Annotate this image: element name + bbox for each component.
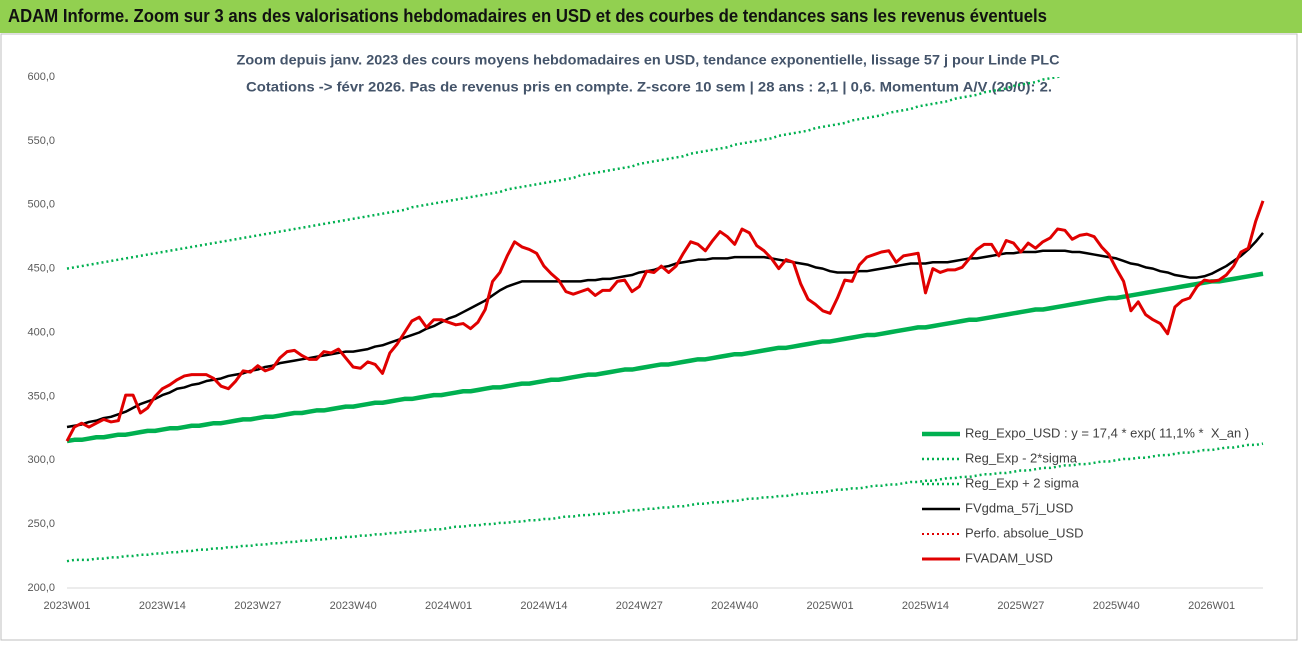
legend-label: Reg_Exp + 2 sigma	[965, 475, 1080, 490]
x-tick-label: 2025W01	[807, 600, 854, 612]
x-tick-label: 2023W01	[43, 600, 90, 612]
x-tick-label: 2024W14	[520, 600, 567, 612]
x-tick-label: 2024W01	[425, 600, 472, 612]
legend-label: Perfo. absolue_USD	[965, 525, 1084, 540]
x-tick-label: 2025W14	[902, 600, 949, 612]
banner	[0, 0, 1302, 33]
banner-title: ADAM Informe. Zoom sur 3 ans des valoris…	[8, 6, 1047, 26]
x-tick-label: 2026W01	[1188, 600, 1235, 612]
x-tick-label: 2024W40	[711, 600, 758, 612]
series-line	[66, 271, 1264, 444]
plot-area	[65, 77, 1265, 563]
x-tick-label: 2023W27	[234, 600, 281, 612]
y-tick-label: 400,0	[27, 326, 55, 338]
x-tick-label: 2023W14	[139, 600, 186, 612]
chart-subtitle: Cotations -> févr 2026. Pas de revenus p…	[246, 79, 1052, 95]
x-tick-label: 2024W27	[616, 600, 663, 612]
chart-border	[0, 33, 1298, 641]
y-tick-label: 250,0	[27, 518, 55, 530]
series-line	[66, 442, 1264, 563]
chart-title: Zoom depuis janv. 2023 des cours moyens …	[237, 52, 1060, 68]
x-tick-label: 2025W40	[1093, 600, 1140, 612]
y-tick-label: 350,0	[27, 390, 55, 402]
y-tick-label: 600,0	[27, 71, 55, 83]
y-tick-label: 200,0	[27, 582, 55, 594]
x-tick-label: 2023W40	[330, 600, 377, 612]
y-tick-label: 300,0	[27, 454, 55, 466]
legend-label: FVgdma_57j_USD	[965, 500, 1073, 515]
x-tick-label: 2025W27	[997, 600, 1044, 612]
series-line	[65, 200, 1265, 442]
legend-label: Reg_Expo_USD : y = 17,4 * exp( 11,1% * X…	[965, 425, 1249, 440]
legend-label: FVADAM_USD	[965, 550, 1053, 565]
y-tick-label: 550,0	[27, 135, 55, 147]
y-tick-label: 450,0	[27, 263, 55, 275]
legend-label: Reg_Exp - 2*sigma	[965, 450, 1078, 465]
y-tick-label: 500,0	[27, 199, 55, 211]
series-line	[66, 232, 1264, 429]
